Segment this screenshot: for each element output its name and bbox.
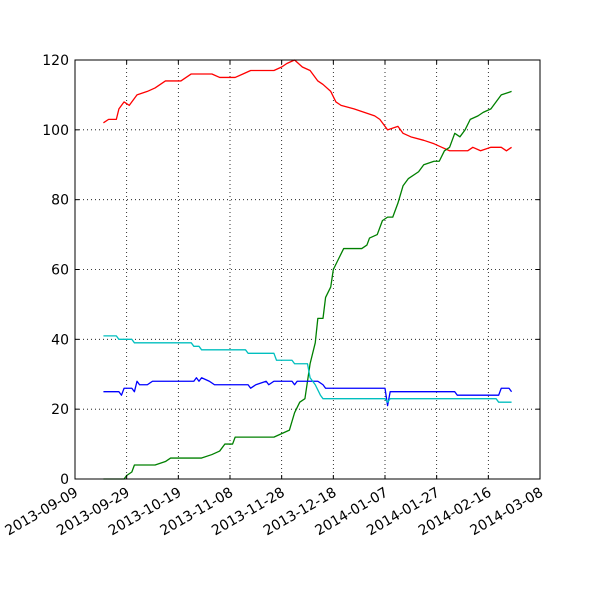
y-tick-label: 0 <box>60 472 69 488</box>
series-line-2 <box>103 90 512 480</box>
series-line-3 <box>103 377 513 407</box>
series-line-1 <box>103 59 512 152</box>
y-tick-label: 40 <box>51 332 69 348</box>
plot-frame <box>74 59 541 480</box>
y-tick-labels: 0 20 40 60 80 100 120 <box>42 53 69 488</box>
y-tick-label: 60 <box>51 263 69 279</box>
y-tick-label: 120 <box>42 53 69 69</box>
grid-lines <box>75 60 540 479</box>
y-tick-label: 80 <box>51 193 69 209</box>
x-tick-labels: 2013-09-092013-09-292013-10-192013-11-08… <box>3 485 546 540</box>
y-tick-label: 100 <box>42 123 69 139</box>
series-line-4 <box>103 335 512 403</box>
y-tick-label: 20 <box>51 402 69 418</box>
series-lines <box>103 59 513 480</box>
